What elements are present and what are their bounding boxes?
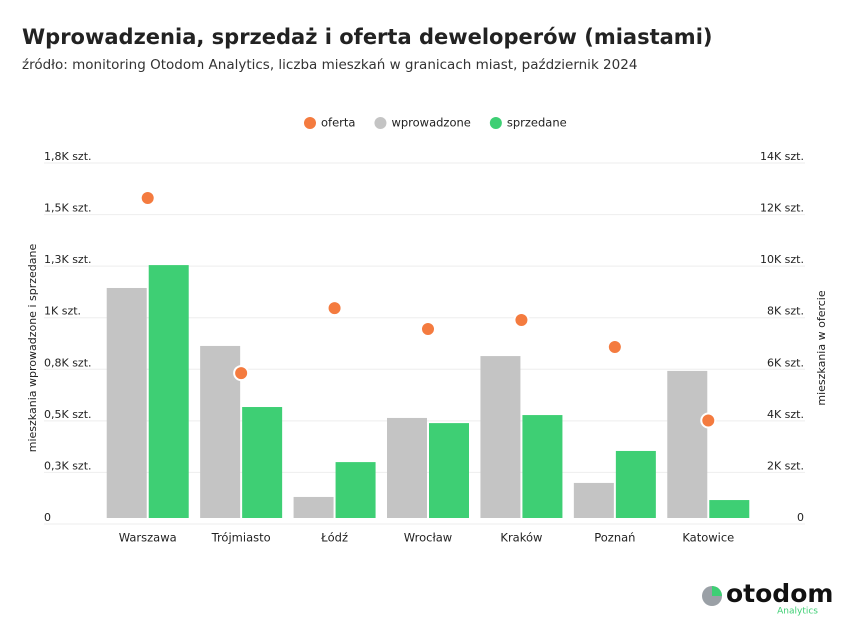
bar [573,482,614,518]
logo-sub: Analytics [777,607,818,617]
bar [709,500,750,518]
y2-axis-label: mieszkania w ofercie [815,290,828,405]
y-tick-label: 1,3K szt. [44,253,92,266]
bar [522,415,563,518]
logo-text: otodom [726,579,833,608]
bar [106,287,147,518]
point [513,311,530,328]
chart-subtitle: źródło: monitoring Otodom Analytics, lic… [22,57,637,73]
legend-label: sprzedane [507,116,567,130]
point [233,365,250,382]
point [606,339,623,356]
legend-label: wprowadzone [391,116,470,130]
y2-tick-label: 0 [797,511,804,524]
bar [667,370,708,518]
logo-icon-part [712,586,722,596]
legend-label: oferta [321,116,355,130]
y-tick-label: 0,8K szt. [44,356,92,369]
x-tick-label: Wrocław [404,531,452,545]
x-tick-label: Łódź [320,531,348,545]
y2-tick-label: 8K szt. [767,305,804,318]
x-tick-label: Trójmiasto [211,531,271,545]
y2-tick-label: 14K szt. [760,150,804,163]
y-tick-label: 1K szt. [44,305,81,318]
bar [335,462,376,518]
y-tick-label: 1,8K szt. [44,150,92,163]
y-tick-label: 0,3K szt. [44,459,92,472]
legend-marker [374,117,387,129]
x-tick-label: Kraków [500,531,542,545]
bar [429,423,469,518]
point [326,300,343,317]
y-tick-label: 0 [44,511,51,524]
legend-marker [304,117,316,129]
bar [615,450,656,518]
x-tick-label: Katowice [682,531,734,545]
bar [480,356,521,518]
bar [293,496,334,518]
logo: otodom Analytics [702,579,833,617]
y-tick-label: 0,5K szt. [44,408,92,421]
chart-title: Wprowadzenia, sprzedaż i oferta dewelope… [22,25,713,49]
legend-marker [489,117,502,129]
point [700,412,717,429]
bar [387,417,427,518]
x-tick-label: Warszawa [119,531,177,545]
y2-tick-label: 2K szt. [767,459,804,472]
y-tick-label: 1,5K szt. [44,202,92,215]
point [420,320,436,337]
x-tick-label: Poznań [594,531,635,545]
y2-tick-label: 6K szt. [767,356,804,369]
bar [242,407,283,518]
y2-tick-label: 10K szt. [760,253,804,266]
y-axis-label: mieszkania wprowadzone i sprzedane [26,244,39,453]
y2-tick-label: 4K szt. [767,408,804,421]
point [139,189,156,206]
y2-tick-label: 12K szt. [760,202,804,215]
bar [148,265,189,518]
